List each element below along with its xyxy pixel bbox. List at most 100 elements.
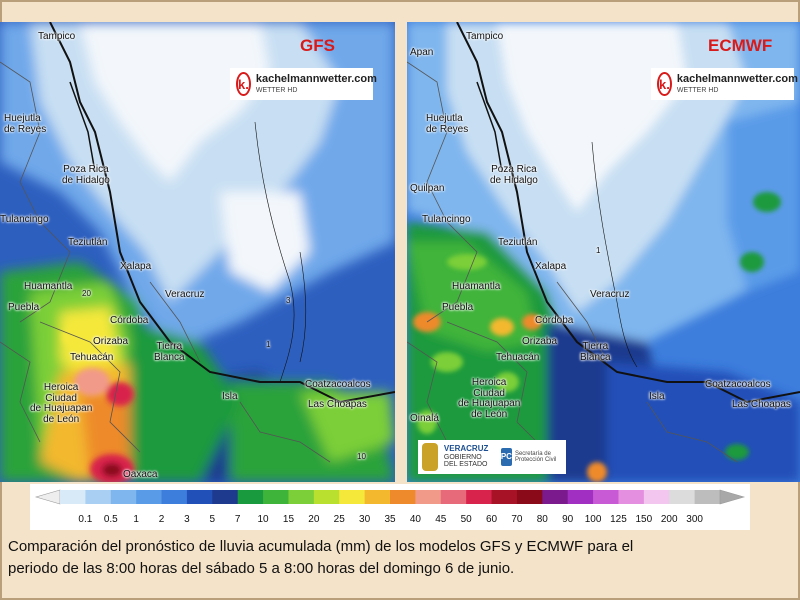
city-veracruz-gfs: Veracruz [165,289,205,300]
veracruz-seal-icon [422,443,438,471]
brand-name: kachelmannwetter.com [255,73,377,85]
ecmwf-brand-badge: k. kachelmannwetter.com WETTER HD [651,68,798,100]
city-puebla-ecmwf: Puebla [442,302,474,313]
city-tulancingo-gfs: Tulancingo [0,214,49,225]
legend-swatch [440,490,467,504]
legend-swatch [110,490,137,504]
contour-label-ecmwf-1: 1 [596,246,601,255]
legend-swatch [237,490,264,504]
city-xalapa-gfs: Xalapa [120,261,152,272]
legend-tick-label: 2 [158,514,165,525]
agency-gobierno: GOBIERNO DEL ESTADO [443,453,488,469]
legend-swatch [466,490,493,504]
legend-swatch [263,490,289,504]
legend-swatch [643,490,670,504]
brand-name: kachelmannwetter.com [676,73,798,85]
city-coatzacoalcos-gfs: Coatzacoalcos [305,379,371,390]
city-huejutla-ecmwf: Huejutla de Reyes [426,113,469,135]
legend-swatch [618,490,645,504]
legend-swatch [567,490,594,504]
legend-swatch [60,490,86,504]
contour-label-gfs-3: 3 [286,296,291,305]
city-oaxaca-gfs: Oaxaca [123,469,158,480]
pc-logo-icon: PC [500,448,512,466]
legend-swatch [593,490,619,504]
legend-tick-label: 0.5 [103,514,118,525]
gfs-map-drawing [0,22,395,482]
legend-tick-label: 20 [308,514,320,525]
city-isla-gfs: Isla [222,391,238,402]
legend-tick-label: 90 [562,514,574,525]
city-huejutla-gfs: Huejutla de Reyes [4,113,47,135]
gfs-model-label: GFS [300,36,335,55]
legend-swatch [161,490,188,504]
caption-line-2: periodo de las 8:00 horas del sábado 5 a… [8,560,515,577]
legend-swatch [491,490,518,504]
legend-tick-label: 3 [184,514,190,525]
city-huajuapan-gfs: Heroica Ciudad de Huajuapan de León [30,382,93,425]
city-orizaba-ecmwf: Orizaba [522,336,558,347]
city-tulancingo-ecmwf: Tulancingo [422,214,471,225]
city-apan-ecmwf: Apan [410,47,434,58]
legend-tick-label: 5 [209,514,216,525]
legend-swatch [542,490,569,504]
city-teziutlan-gfs: Teziutlán [68,237,108,248]
city-huamantla-gfs: Huamantla [24,281,73,292]
legend-tick-label: 40 [409,514,421,525]
city-puebla-gfs: Puebla [8,302,40,313]
legend-tick-label: 15 [282,514,295,525]
gfs-map-panel [0,22,395,482]
legend-tick-label: 200 [660,514,678,525]
ecmwf-model-label: ECMWF [708,36,773,55]
legend-tick-label: 1 [133,514,139,525]
brand-sub: WETTER HD [676,87,719,94]
city-tierra-blanca-ecmwf: Tierra Blanca [580,341,611,363]
city-teziutlan-ecmwf: Teziutlán [498,237,538,248]
legend-tick-label: 150 [635,514,653,525]
city-orizaba-gfs: Orizaba [93,336,129,347]
legend-tick-label: 50 [460,514,472,525]
legend-swatch [85,490,112,504]
legend-tick-label: 35 [384,514,396,525]
city-coatzacoalcos-ecmwf: Coatzacoalcos [705,379,771,390]
contour-label-gfs-1: 1 [266,340,271,349]
legend-swatch [186,490,213,504]
legend-arrow-right [719,489,746,505]
veracruz-agency-logos: VERACRUZ GOBIERNO DEL ESTADO PC Secretar… [418,440,566,474]
agency-veracruz: VERACRUZ [443,443,489,453]
legend-swatch [669,490,696,504]
legend-swatch [288,490,315,504]
ecmwf-map-panel [407,22,800,482]
city-isla-ecmwf: Isla [649,391,665,402]
city-huajuapan-ecmwf: Heroica Ciudad de Huajuapan de León [458,377,521,420]
city-tehuacan-ecmwf: Tehuacán [496,352,540,363]
ecmwf-map-drawing [407,22,800,482]
legend-swatch [415,490,442,504]
legend-arrow-left [34,489,61,505]
legend-swatch [212,490,239,504]
city-quilpan-ecmwf: Quilpan [410,183,445,194]
city-veracruz-ecmwf: Veracruz [590,289,630,300]
city-poza-rica-ecmwf: Poza Rica de Hidalgo [490,164,538,186]
contour-label-gfs-10: 10 [357,452,366,461]
brand-sub: WETTER HD [255,87,298,94]
legend-tick-label: 45 [435,514,447,525]
precipitation-legend [30,484,750,530]
city-tampico-ecmwf: Tampico [466,31,504,42]
legend-tick-label: 125 [610,514,627,525]
legend-tick-label: 30 [359,514,371,525]
legend-swatch [339,490,366,504]
legend-tick-label: 300 [686,514,703,525]
city-huamantla-ecmwf: Huamantla [452,281,501,292]
gfs-brand-badge: k. kachelmannwetter.com WETTER HD [230,68,377,100]
legend-swatch [516,490,543,504]
city-cordoba-ecmwf: Córdoba [535,315,574,326]
city-poza-rica-gfs: Poza Rica de Hidalgo [62,164,110,186]
legend-colorbar [34,489,746,505]
city-tehuacan-gfs: Tehuacán [70,352,114,363]
agency-pc-sub: Secretaría de Protección Civil [514,450,557,463]
legend-tick-label: 100 [584,514,602,525]
city-las-choapas-gfs: Las Choapas [308,399,367,410]
city-xalapa-ecmwf: Xalapa [535,261,567,272]
caption-line-1: Comparación del pronóstico de lluvia acu… [8,538,634,555]
